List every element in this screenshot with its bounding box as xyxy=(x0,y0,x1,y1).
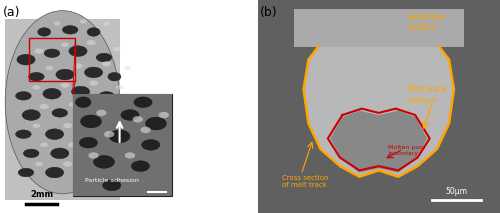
Ellipse shape xyxy=(108,72,121,81)
Ellipse shape xyxy=(99,92,114,100)
Text: 2mm: 2mm xyxy=(30,190,53,199)
Ellipse shape xyxy=(89,80,98,86)
Ellipse shape xyxy=(80,137,98,148)
Ellipse shape xyxy=(80,19,87,23)
Text: Substrate
surface: Substrate surface xyxy=(408,13,445,32)
Ellipse shape xyxy=(106,111,122,119)
Ellipse shape xyxy=(80,148,98,159)
Ellipse shape xyxy=(74,129,92,140)
Ellipse shape xyxy=(102,180,121,191)
Polygon shape xyxy=(330,111,427,173)
Ellipse shape xyxy=(97,102,106,107)
Ellipse shape xyxy=(50,148,69,159)
Ellipse shape xyxy=(63,123,72,128)
Ellipse shape xyxy=(118,124,126,128)
Ellipse shape xyxy=(116,85,124,89)
Ellipse shape xyxy=(87,28,100,36)
Ellipse shape xyxy=(69,46,87,56)
Text: 50μm: 50μm xyxy=(446,187,468,196)
Polygon shape xyxy=(304,47,454,177)
Ellipse shape xyxy=(80,108,98,118)
Ellipse shape xyxy=(46,167,64,178)
Ellipse shape xyxy=(96,53,112,62)
Ellipse shape xyxy=(32,85,40,89)
Ellipse shape xyxy=(146,117,167,130)
Ellipse shape xyxy=(72,86,90,97)
Ellipse shape xyxy=(62,26,78,34)
Ellipse shape xyxy=(124,104,132,109)
Ellipse shape xyxy=(80,115,102,128)
Ellipse shape xyxy=(16,92,31,100)
Ellipse shape xyxy=(132,161,150,171)
Ellipse shape xyxy=(109,130,130,143)
Bar xyxy=(73,94,172,196)
Ellipse shape xyxy=(40,104,49,109)
Ellipse shape xyxy=(132,116,143,122)
Ellipse shape xyxy=(97,142,106,147)
Ellipse shape xyxy=(44,49,60,58)
Text: (a): (a) xyxy=(2,6,20,19)
Ellipse shape xyxy=(94,155,114,168)
Ellipse shape xyxy=(113,47,121,51)
Bar xyxy=(5,19,119,200)
Text: (b): (b) xyxy=(260,6,278,19)
Ellipse shape xyxy=(40,143,48,147)
Ellipse shape xyxy=(28,72,44,81)
Ellipse shape xyxy=(124,66,130,70)
Ellipse shape xyxy=(104,131,115,137)
Ellipse shape xyxy=(43,88,61,99)
Ellipse shape xyxy=(35,162,43,166)
Ellipse shape xyxy=(74,165,92,176)
Ellipse shape xyxy=(76,97,91,108)
Ellipse shape xyxy=(34,49,43,54)
Ellipse shape xyxy=(102,61,111,66)
Ellipse shape xyxy=(99,168,114,177)
Ellipse shape xyxy=(32,124,40,128)
Ellipse shape xyxy=(74,63,82,69)
Ellipse shape xyxy=(92,123,101,128)
Ellipse shape xyxy=(104,21,110,26)
Ellipse shape xyxy=(69,102,76,106)
Ellipse shape xyxy=(52,109,68,117)
Ellipse shape xyxy=(96,110,106,116)
Ellipse shape xyxy=(18,168,34,177)
Ellipse shape xyxy=(5,11,119,194)
Ellipse shape xyxy=(134,97,152,108)
Text: Particle adhesion: Particle adhesion xyxy=(85,178,138,183)
Ellipse shape xyxy=(102,130,117,138)
Text: Molten pool
boundary: Molten pool boundary xyxy=(388,145,426,156)
Ellipse shape xyxy=(46,129,64,140)
Ellipse shape xyxy=(17,54,35,65)
Ellipse shape xyxy=(140,127,151,133)
Bar xyxy=(28,38,76,81)
Ellipse shape xyxy=(46,66,54,70)
Text: Melt track
contour: Melt track contour xyxy=(408,85,447,105)
Ellipse shape xyxy=(16,130,31,138)
Ellipse shape xyxy=(142,140,160,150)
Ellipse shape xyxy=(125,152,135,159)
Ellipse shape xyxy=(54,21,60,26)
Ellipse shape xyxy=(22,110,40,120)
Ellipse shape xyxy=(116,162,124,166)
Ellipse shape xyxy=(24,149,39,158)
Text: Cross section
of melt track: Cross section of melt track xyxy=(282,175,328,188)
Ellipse shape xyxy=(84,67,102,78)
Bar xyxy=(294,9,464,47)
Ellipse shape xyxy=(92,159,101,164)
Ellipse shape xyxy=(60,82,70,88)
Ellipse shape xyxy=(158,112,169,118)
Ellipse shape xyxy=(106,149,118,158)
Ellipse shape xyxy=(61,43,69,47)
Ellipse shape xyxy=(88,152,99,159)
Ellipse shape xyxy=(86,40,96,45)
Bar xyxy=(73,94,172,196)
Ellipse shape xyxy=(63,161,72,167)
Ellipse shape xyxy=(122,143,128,147)
Ellipse shape xyxy=(56,69,74,80)
Ellipse shape xyxy=(68,142,78,147)
Ellipse shape xyxy=(38,28,51,36)
Ellipse shape xyxy=(121,110,139,120)
